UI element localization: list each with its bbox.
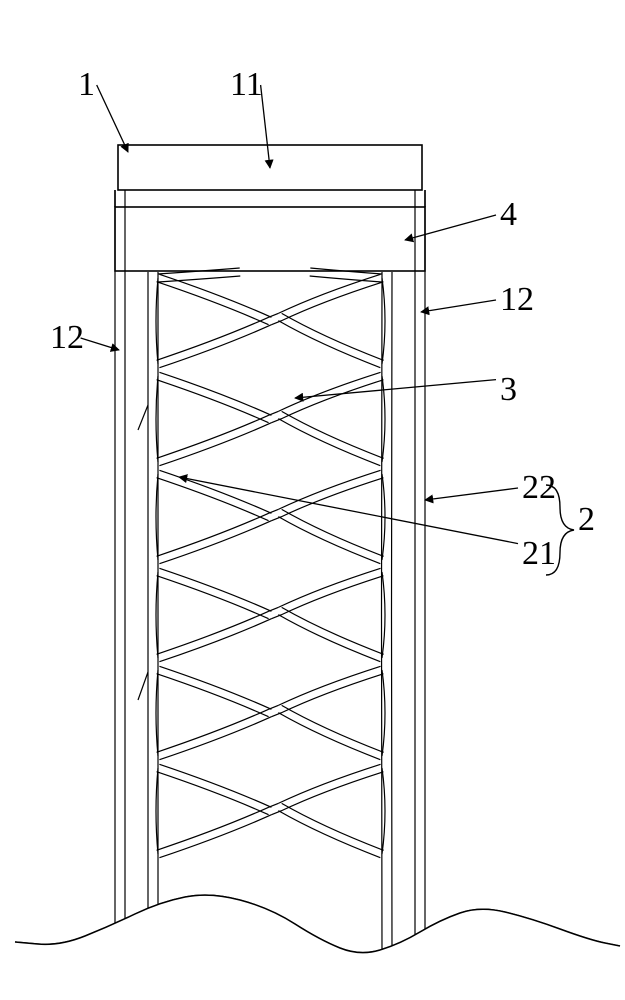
leader-4 — [405, 215, 496, 240]
label-4: 4 — [500, 196, 517, 233]
label-12R: 12 — [500, 281, 534, 318]
leader-12R — [421, 300, 496, 312]
label-2: 2 — [578, 501, 595, 538]
leader-3 — [295, 380, 496, 398]
leader-1 — [97, 85, 128, 152]
label-1: 1 — [78, 66, 95, 103]
label-11: 11 — [230, 66, 263, 103]
label-22: 22 — [522, 469, 556, 506]
label-3: 3 — [500, 371, 517, 408]
leader-12L — [81, 338, 119, 350]
leader-22 — [425, 488, 518, 500]
label-12L: 12 — [50, 319, 84, 356]
leader-21 — [179, 477, 518, 544]
label-21: 21 — [522, 535, 556, 572]
leader-11 — [261, 85, 270, 168]
